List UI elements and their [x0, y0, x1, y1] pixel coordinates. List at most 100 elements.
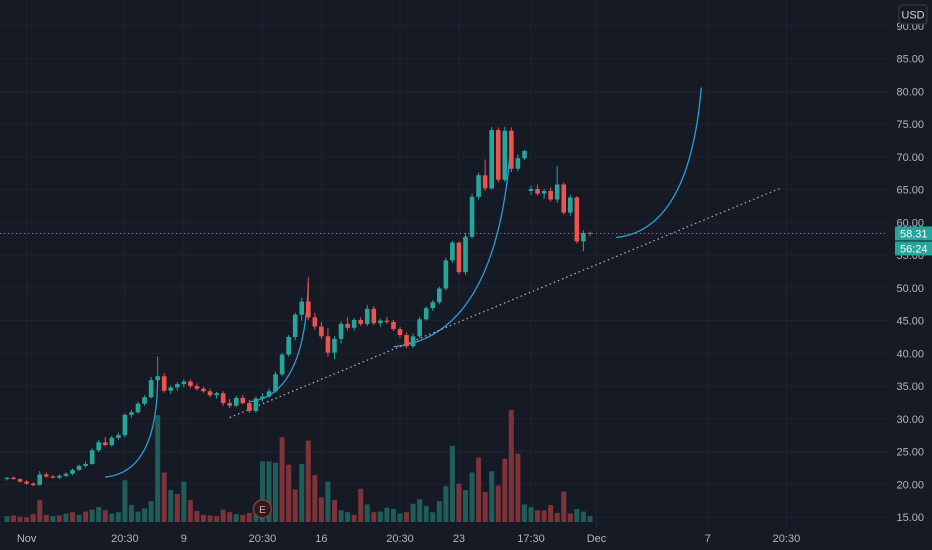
candle [135, 401, 141, 414]
price-tick-label: 20.00 [896, 479, 924, 491]
volume-bar [502, 458, 508, 522]
candle [247, 399, 252, 413]
parabolic-arc-drawing [616, 87, 702, 239]
candle-body [207, 391, 213, 396]
candle-body [129, 412, 134, 415]
candle-body [319, 326, 324, 337]
candle-body [364, 308, 370, 324]
volume-bar [259, 461, 265, 522]
price-tick-label: 60.00 [896, 217, 924, 229]
volume-bar [463, 490, 468, 522]
candle-body [214, 393, 219, 396]
volume-bar [508, 410, 514, 522]
candle [109, 435, 115, 447]
candle-body [515, 158, 521, 169]
volume-bar [345, 512, 351, 522]
candle-body [568, 197, 573, 213]
candle-body [286, 336, 291, 355]
candle [541, 189, 547, 199]
candle [30, 482, 36, 487]
price-tick-label: 35.00 [896, 381, 924, 393]
candle-body [17, 479, 23, 482]
volume-bar [56, 515, 62, 522]
volume-bar [410, 503, 416, 522]
candle [522, 149, 527, 161]
candle [214, 391, 219, 399]
volume-bar [50, 516, 56, 522]
candle [581, 230, 586, 252]
candle [17, 478, 23, 483]
time-axis[interactable]: Nov 20:30 9 20:30 16 20:30 23 17:30 Dec 7 20:30 [17, 533, 800, 545]
candle [587, 231, 593, 237]
candle-body [384, 320, 390, 322]
time-tick-label: 20:30 [249, 533, 277, 545]
candle-body [168, 387, 174, 391]
candle-body [495, 130, 501, 180]
candle-body [76, 465, 82, 470]
candle [528, 185, 534, 195]
volume-bar [43, 514, 49, 522]
candle [495, 127, 501, 183]
candle-body [161, 376, 167, 391]
candle [574, 196, 580, 244]
earnings-marker[interactable]: E [252, 499, 273, 519]
candle-body [581, 232, 586, 242]
volume-bar [207, 515, 213, 522]
volume-bar [449, 445, 455, 522]
currency-selector[interactable]: USD [898, 4, 928, 25]
candle-body [482, 175, 488, 189]
candle-body [4, 477, 10, 480]
volume-bar [371, 512, 377, 522]
volume-bar [240, 514, 246, 522]
volume-bar [266, 461, 272, 522]
candle-body [430, 302, 436, 309]
candle-body [338, 323, 344, 339]
candle [371, 306, 377, 326]
price-tick-label: 15.00 [896, 512, 924, 524]
price-tick-label: 85.00 [896, 54, 924, 66]
time-tick-label: Dec [587, 533, 607, 545]
volume-bar [495, 485, 501, 522]
candle [358, 317, 363, 326]
candle-body [489, 130, 494, 189]
candle-body [371, 308, 377, 324]
price-tick-label: 30.00 [896, 414, 924, 426]
volume-bar [535, 510, 541, 522]
candle-body [11, 477, 16, 480]
candle-body [44, 474, 49, 477]
candle [273, 371, 278, 393]
candle-body [148, 380, 154, 398]
candle-body [404, 335, 409, 347]
volume-bar [220, 509, 226, 522]
candle-body [450, 242, 455, 261]
candle [548, 187, 553, 202]
candle [554, 166, 560, 203]
volume-bar [187, 499, 193, 522]
candle-body [175, 384, 180, 388]
candle [227, 399, 232, 409]
candle [456, 241, 462, 275]
volume-bar [436, 501, 442, 522]
candle-body [332, 338, 337, 353]
volume-bar [24, 517, 30, 522]
candle-body [266, 391, 272, 397]
candle [482, 159, 488, 191]
volume-bars [4, 410, 593, 522]
volume-bar [390, 508, 396, 522]
volume-bar [279, 437, 285, 522]
drawing-tools[interactable] [105, 87, 781, 478]
candle-body [437, 288, 442, 303]
price-tick-label: 40.00 [896, 348, 924, 360]
time-tick-label: 20:30 [111, 533, 139, 545]
candle-body [548, 190, 553, 200]
candle-body [194, 386, 200, 389]
price-axis[interactable]: 15.00 20.00 25.00 30.00 35.00 40.00 45.00 50.00… [896, 21, 924, 524]
candle-body [247, 403, 252, 411]
candle [155, 356, 160, 383]
volume-bar [30, 514, 36, 522]
volume-bar [521, 504, 527, 522]
candle [44, 472, 49, 478]
candle-body [102, 442, 108, 445]
candle [325, 328, 331, 357]
